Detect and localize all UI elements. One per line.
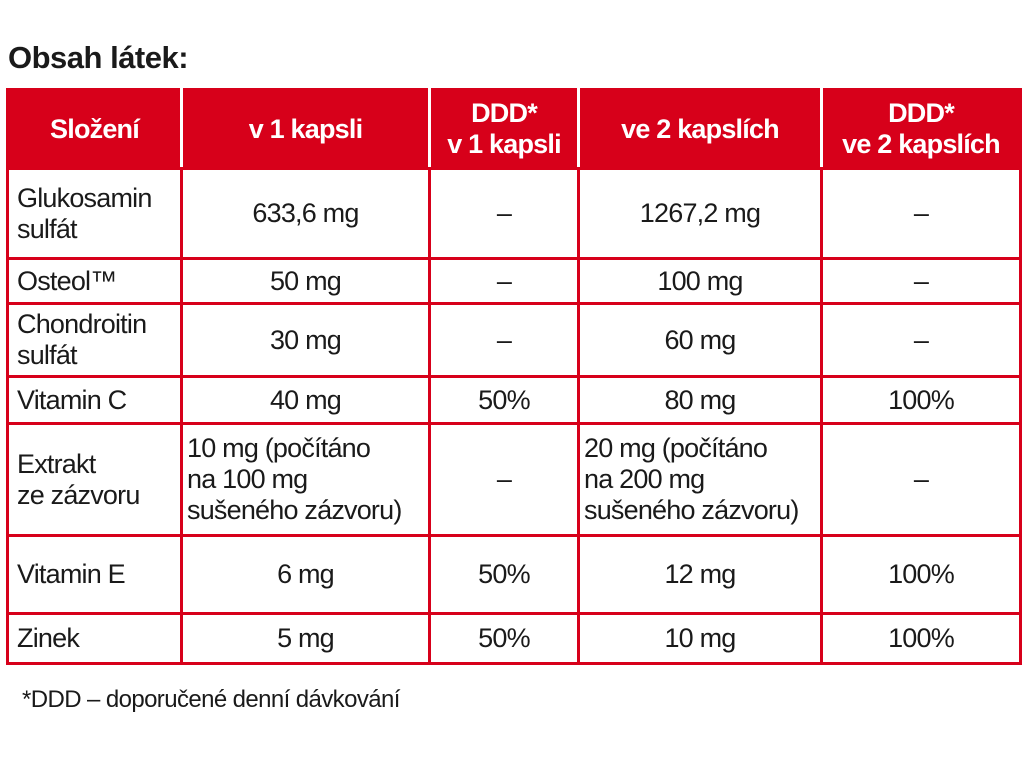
- table-cell: 50 mg: [180, 257, 431, 305]
- table-cell: 1267,2 mg: [577, 167, 823, 260]
- header-cell: DDD* ve 2 kapslích: [820, 88, 1022, 170]
- table-cell: Osteol™: [6, 257, 183, 305]
- table-cell: Vitamin C: [6, 375, 183, 425]
- title: Obsah látek:: [8, 40, 189, 75]
- table-cell: Glukosamin sulfát: [6, 167, 183, 260]
- table-cell: 100%: [820, 612, 1022, 665]
- table-cell: 20 mg (počítáno na 200 mg sušeného zázvo…: [577, 422, 823, 537]
- table-row: Osteol™ 50 mg –100 mg –: [6, 257, 1022, 305]
- table-cell: Vitamin E: [6, 534, 183, 615]
- table-cell: –: [428, 257, 580, 305]
- table-cell: 40 mg: [180, 375, 431, 425]
- table-cell: –: [820, 167, 1022, 260]
- table-cell: –: [820, 302, 1022, 378]
- table-cell: 633,6 mg: [180, 167, 431, 260]
- header-cell: ve 2 kapslích: [577, 88, 823, 170]
- table-row: Chondroitin sulfát 30 mg –60 mg –: [6, 302, 1022, 378]
- table-cell: –: [428, 167, 580, 260]
- table-cell: 10 mg (počítáno na 100 mg sušeného zázvo…: [180, 422, 431, 537]
- table-row: Glukosamin sulfát 633,6 mg –1267,2 mg –: [6, 167, 1022, 260]
- footnote: *DDD – doporučené denní dávkování: [22, 686, 400, 713]
- header-row: Složení v 1 kapsli DDD* v 1 kapsli ve 2 kap…: [6, 88, 1022, 170]
- table-cell: Zinek: [6, 612, 183, 665]
- table: Složení v 1 kapsli DDD* v 1 kapsli ve 2 kap…: [6, 88, 1022, 665]
- table-cell: –: [428, 302, 580, 378]
- header-cell: DDD* v 1 kapsli: [428, 88, 580, 170]
- table-cell: Extrakt ze zázvoru: [6, 422, 183, 537]
- table-body: Glukosamin sulfát 633,6 mg –1267,2 mg – Oste…: [6, 167, 1022, 665]
- table-cell: 6 mg: [180, 534, 431, 615]
- table-cell: 5 mg: [180, 612, 431, 665]
- table-cell: –: [428, 422, 580, 537]
- table-cell: 60 mg: [577, 302, 823, 378]
- table-cell: –: [820, 257, 1022, 305]
- table-cell: 50%: [428, 375, 580, 425]
- table-row: Extrakt ze zázvoru 10 mg (počítáno na 100…: [6, 422, 1022, 537]
- table-cell: 100 mg: [577, 257, 823, 305]
- table-cell: 30 mg: [180, 302, 431, 378]
- table-cell: 100%: [820, 375, 1022, 425]
- table-cell: 10 mg: [577, 612, 823, 665]
- header-cell: v 1 kapsli: [180, 88, 431, 170]
- table-cell: 80 mg: [577, 375, 823, 425]
- header-cell: Složení: [6, 88, 183, 170]
- table-row: Zinek 5 mg 50% 10 mg 100%: [6, 612, 1022, 665]
- table-row: Vitamin C 40 mg 50% 80 mg 100%: [6, 375, 1022, 425]
- table-cell: 50%: [428, 534, 580, 615]
- table-cell: 12 mg: [577, 534, 823, 615]
- table-cell: 50%: [428, 612, 580, 665]
- table-cell: Chondroitin sulfát: [6, 302, 183, 378]
- table-cell: –: [820, 422, 1022, 537]
- table-cell: 100%: [820, 534, 1022, 615]
